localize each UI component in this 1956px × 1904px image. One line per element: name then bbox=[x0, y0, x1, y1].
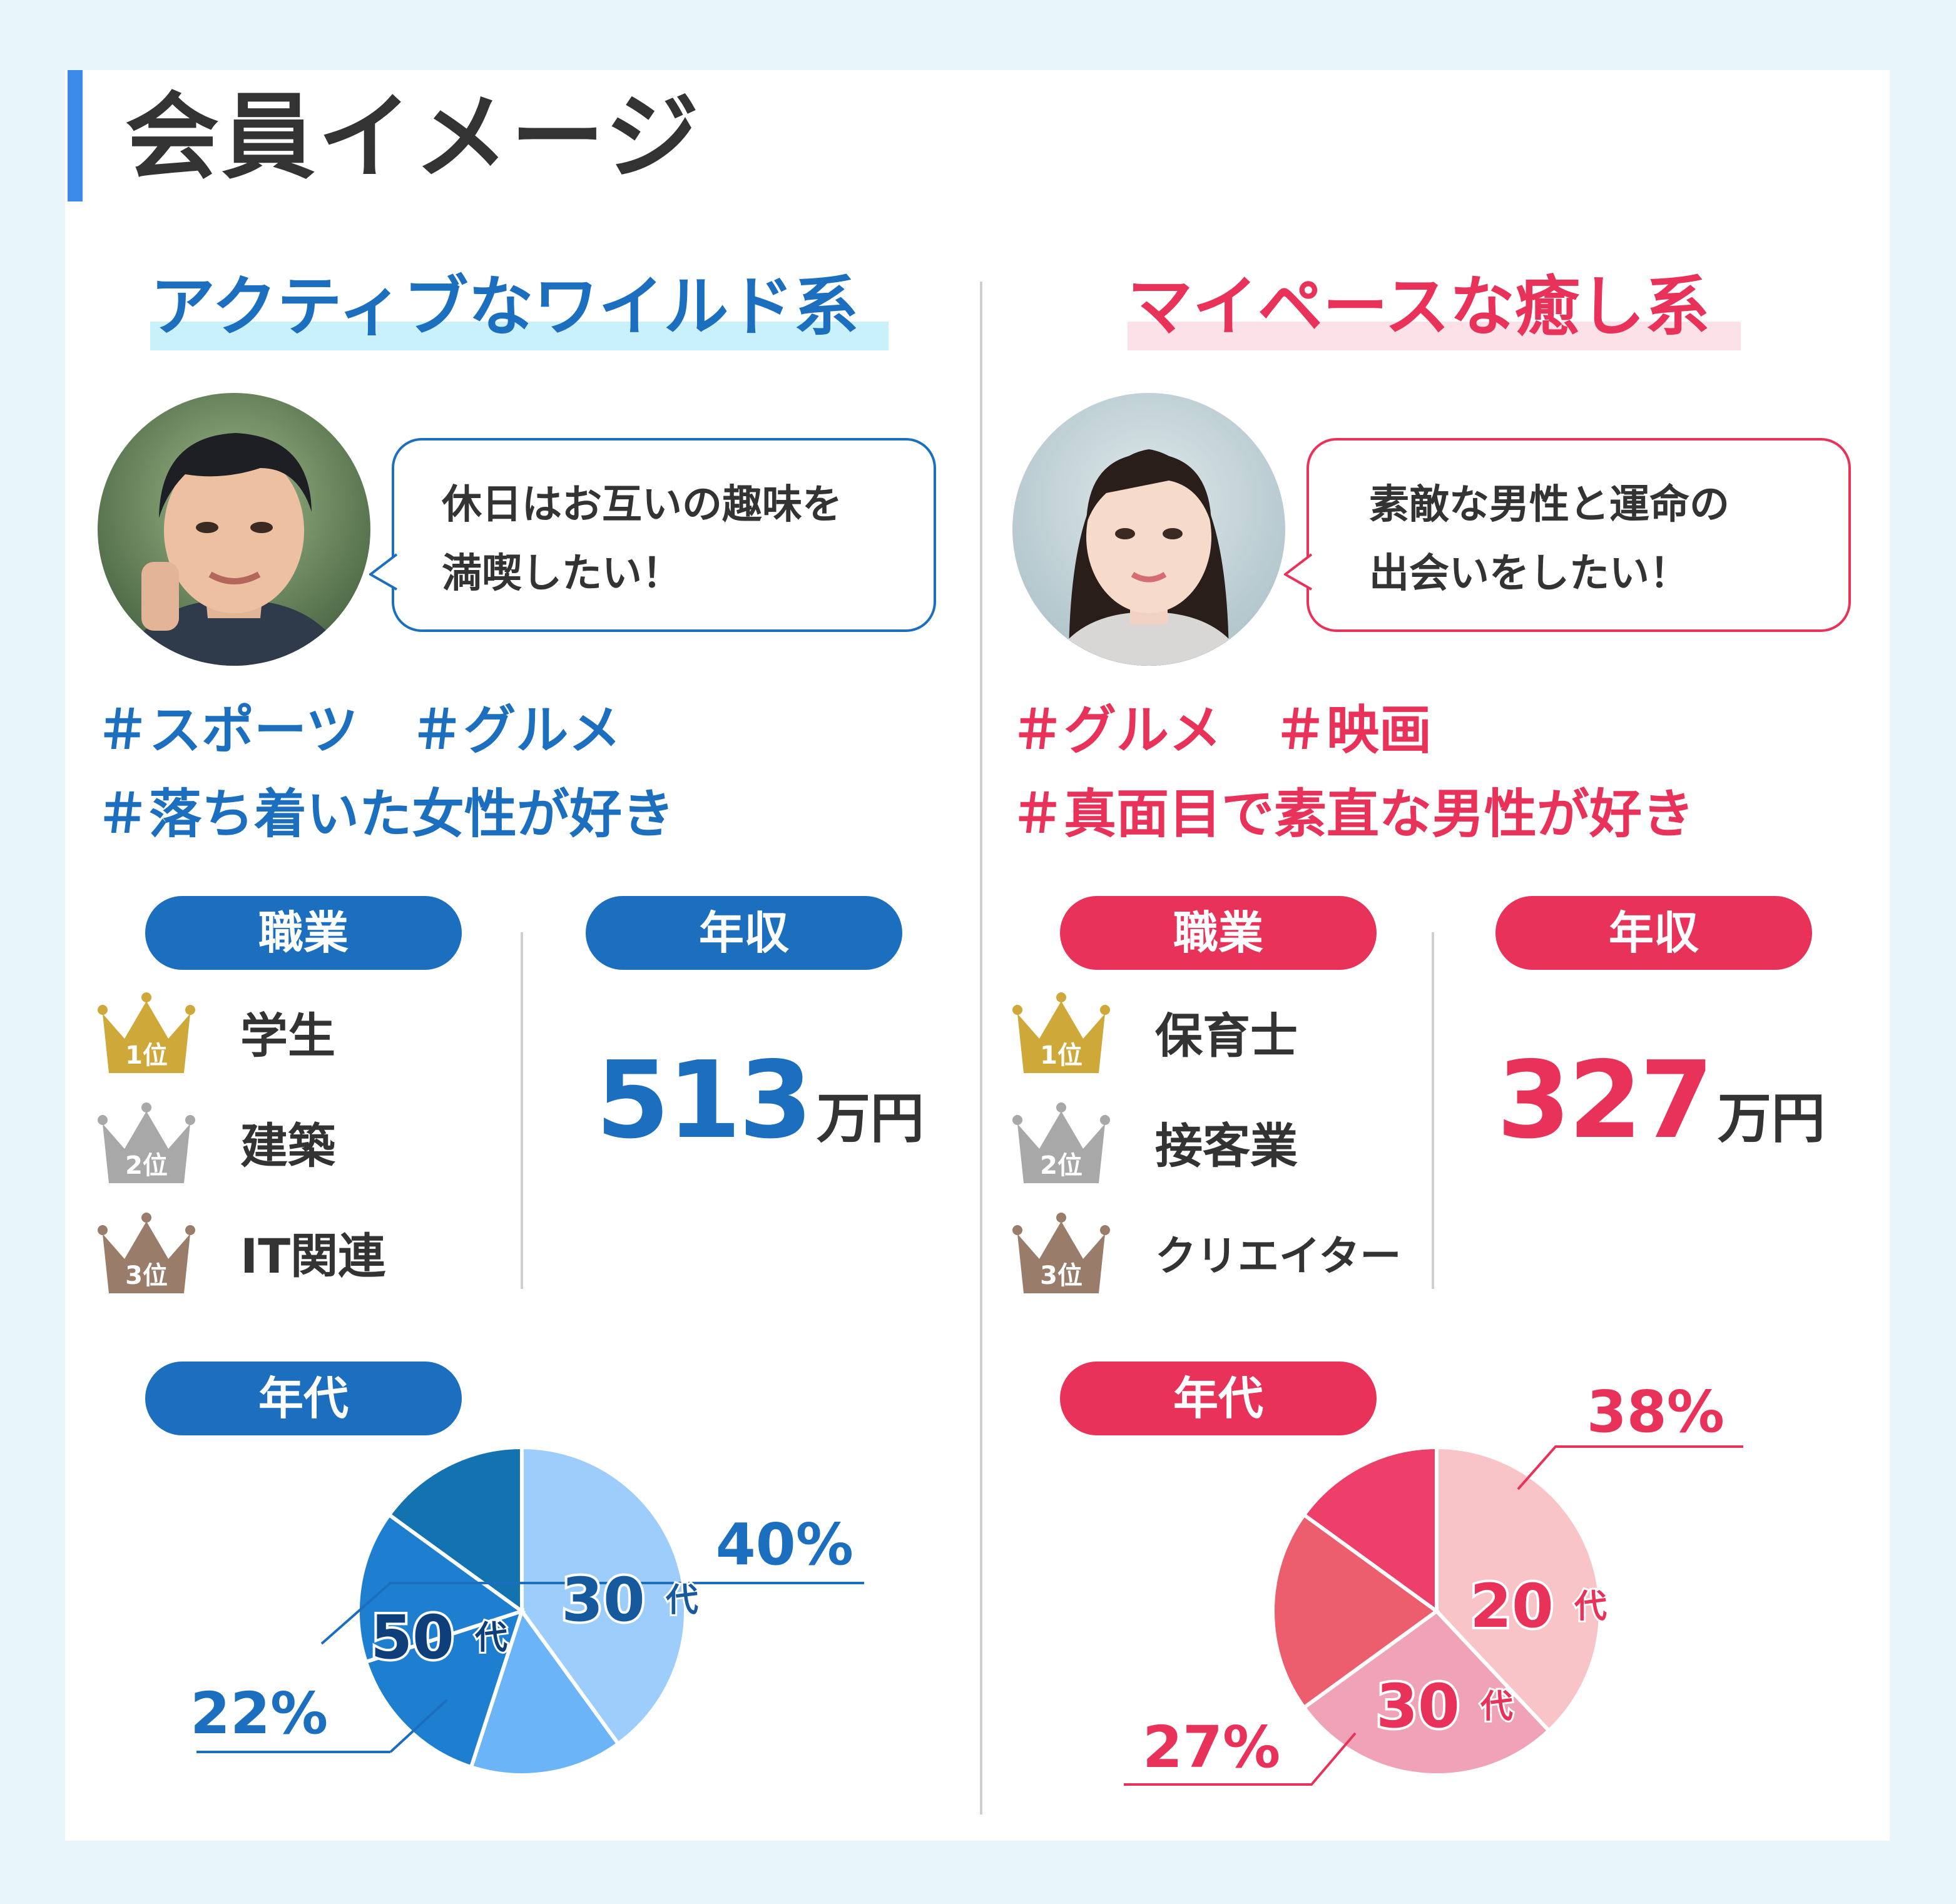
left-tag-line-2: ＃落ち着いた女性が好き bbox=[96, 783, 675, 845]
right-pct-38: 38% bbox=[1587, 1378, 1724, 1445]
right-heading: マイペースな癒し系 bbox=[1128, 263, 1741, 357]
page-title: 会員イメージ bbox=[125, 83, 702, 192]
left-pie-slice-5 bbox=[386, 1445, 524, 1615]
right-label-20-dai: 代 bbox=[1574, 1588, 1607, 1626]
left-job-pill: 職業 bbox=[145, 896, 462, 970]
right-rank-1: 1位 保育士 bbox=[1011, 989, 1449, 1082]
right-income-value: 327 bbox=[1497, 1039, 1714, 1163]
left-stats-divider bbox=[521, 932, 523, 1289]
right-pct-27: 27% bbox=[1143, 1714, 1280, 1781]
left-bubble-tail bbox=[369, 553, 398, 591]
left-leader-40 bbox=[320, 1582, 864, 1645]
left-heading-highlight bbox=[150, 322, 889, 350]
right-speech-line-1: 素敵な男性と運命の bbox=[1369, 482, 1729, 528]
left-label-50-dai: 代 bbox=[474, 1619, 507, 1657]
right-age-pill: 年代 bbox=[1060, 1362, 1377, 1435]
right-pie-slice-3 bbox=[1271, 1512, 1440, 1711]
left-rank-2-job: 建築 bbox=[240, 1118, 335, 1174]
left-profile: アクティブなワイルド系 休日はお互いの趣味を 満喫したい！ ＃スポーツ ＃グルメ… bbox=[65, 0, 979, 1904]
left-heading: アクティブなワイルド系 bbox=[150, 263, 889, 357]
right-speech-line-2: 出会いをしたい！ bbox=[1369, 551, 1689, 597]
left-leader-22 bbox=[389, 1699, 448, 1753]
right-rank-1-job: 保育士 bbox=[1155, 1008, 1298, 1064]
rank-label: 1位 bbox=[125, 1041, 168, 1070]
left-pct-22: 22% bbox=[190, 1680, 328, 1747]
right-income-pill: 年収 bbox=[1495, 896, 1812, 970]
right-label-30-dai: 代 bbox=[1480, 1688, 1513, 1726]
column-divider bbox=[980, 282, 982, 1815]
rank-label: 1位 bbox=[1040, 1041, 1082, 1070]
left-rank-1-job: 学生 bbox=[240, 1008, 335, 1064]
silver-crown-icon: 2位 bbox=[1012, 1102, 1110, 1183]
left-label-50: 50 bbox=[370, 1602, 454, 1672]
right-leader-27 bbox=[1124, 1732, 1357, 1786]
right-income-unit: 万円 bbox=[1717, 1087, 1825, 1150]
left-label-30: 30 bbox=[561, 1565, 645, 1635]
left-rank-1: 1位 学生 bbox=[96, 989, 534, 1082]
right-tag-line-1: ＃グルメ ＃映画 bbox=[1011, 700, 1432, 761]
bronze-crown-icon: 3位 bbox=[98, 1213, 195, 1293]
rank-label: 3位 bbox=[125, 1261, 168, 1290]
left-income-value: 513 bbox=[596, 1039, 813, 1163]
right-speech-text: 素敵な男性と運命の 出会いをしたい！ bbox=[1369, 471, 1729, 608]
left-tag-line-1: ＃スポーツ ＃グルメ bbox=[96, 700, 621, 761]
right-stats-divider bbox=[1432, 932, 1434, 1289]
right-job-pill: 職業 bbox=[1060, 896, 1377, 970]
left-heading-text: アクティブなワイルド系 bbox=[150, 268, 859, 345]
right-heading-highlight bbox=[1128, 322, 1741, 350]
left-pie-slice-4 bbox=[356, 1512, 526, 1664]
right-age-pie-chart: 38% 27% 20 代 30 代 bbox=[1124, 1378, 1743, 1786]
right-avatar bbox=[1012, 393, 1285, 666]
left-label-30-dai: 代 bbox=[665, 1582, 698, 1619]
right-tag-line-2: ＃真面目で素直な男性が好き bbox=[1011, 783, 1695, 845]
right-rank-3-job: クリエイター bbox=[1155, 1232, 1402, 1280]
right-pie-slice-4 bbox=[1301, 1445, 1439, 1615]
left-speech-line-2: 満喫したい！ bbox=[442, 551, 682, 597]
rank-label: 3位 bbox=[1040, 1261, 1082, 1290]
right-rank-3: 3位 クリエイター bbox=[1011, 1209, 1449, 1303]
right-rank-2: 2位 接客業 bbox=[1011, 1099, 1449, 1193]
left-pie-slices bbox=[356, 1445, 688, 1777]
gold-crown-icon: 1位 bbox=[1012, 992, 1110, 1073]
silver-crown-icon: 2位 bbox=[98, 1102, 195, 1183]
left-income-unit: 万円 bbox=[816, 1087, 924, 1150]
left-income-pill: 年収 bbox=[586, 896, 902, 970]
right-tags: ＃グルメ ＃映画 ＃真面目で素直な男性が好き bbox=[1011, 688, 1694, 856]
left-rank-3-job: IT関連 bbox=[240, 1228, 386, 1284]
right-pie-slice-2 bbox=[1301, 1609, 1552, 1777]
right-speech-bubble: 素敵な男性と運命の 出会いをしたい！ bbox=[1284, 438, 1851, 632]
right-label-20: 20 bbox=[1470, 1571, 1554, 1641]
left-pie-slice-1 bbox=[520, 1445, 688, 1747]
left-age-pill: 年代 bbox=[145, 1362, 462, 1435]
left-speech-bubble: 休日はお互いの趣味を 満喫したい！ bbox=[369, 438, 936, 632]
right-pie-slices bbox=[1271, 1445, 1602, 1777]
left-rank-2: 2位 建築 bbox=[96, 1099, 534, 1193]
left-income: 513 万円 bbox=[596, 1039, 924, 1163]
right-pie-slice-1 bbox=[1435, 1445, 1602, 1734]
rank-label: 2位 bbox=[1040, 1151, 1082, 1180]
gold-crown-icon: 1位 bbox=[98, 992, 195, 1073]
right-income: 327 万円 bbox=[1497, 1039, 1825, 1163]
left-pie-slice-2 bbox=[469, 1607, 621, 1777]
left-tags: ＃スポーツ ＃グルメ ＃落ち着いた女性が好き bbox=[96, 688, 675, 856]
right-heading-text: マイペースな癒し系 bbox=[1128, 268, 1710, 345]
left-speech-text: 休日はお互いの趣味を 満喫したい！ bbox=[442, 471, 842, 608]
rank-label: 2位 bbox=[125, 1151, 168, 1180]
left-avatar bbox=[98, 393, 370, 666]
right-profile: マイペースな癒し系 素敵な男性と運命の 出会いをしたい！ ＃グルメ ＃映画 ＃真… bbox=[980, 0, 1893, 1904]
bronze-crown-icon: 3位 bbox=[1012, 1213, 1110, 1293]
left-speech-line-1: 休日はお互いの趣味を bbox=[442, 482, 842, 528]
right-label-30: 30 bbox=[1376, 1671, 1460, 1741]
right-leader-38 bbox=[1517, 1445, 1743, 1490]
left-pct-40: 40% bbox=[716, 1511, 853, 1578]
title-accent-bar bbox=[68, 70, 83, 201]
left-rank-3: 3位 IT関連 bbox=[96, 1209, 534, 1303]
right-rank-2-job: 接客業 bbox=[1155, 1118, 1298, 1174]
right-bubble-tail bbox=[1284, 553, 1313, 591]
left-age-pie-chart: 40% 22% 30 代 50 代 bbox=[190, 1445, 864, 1777]
